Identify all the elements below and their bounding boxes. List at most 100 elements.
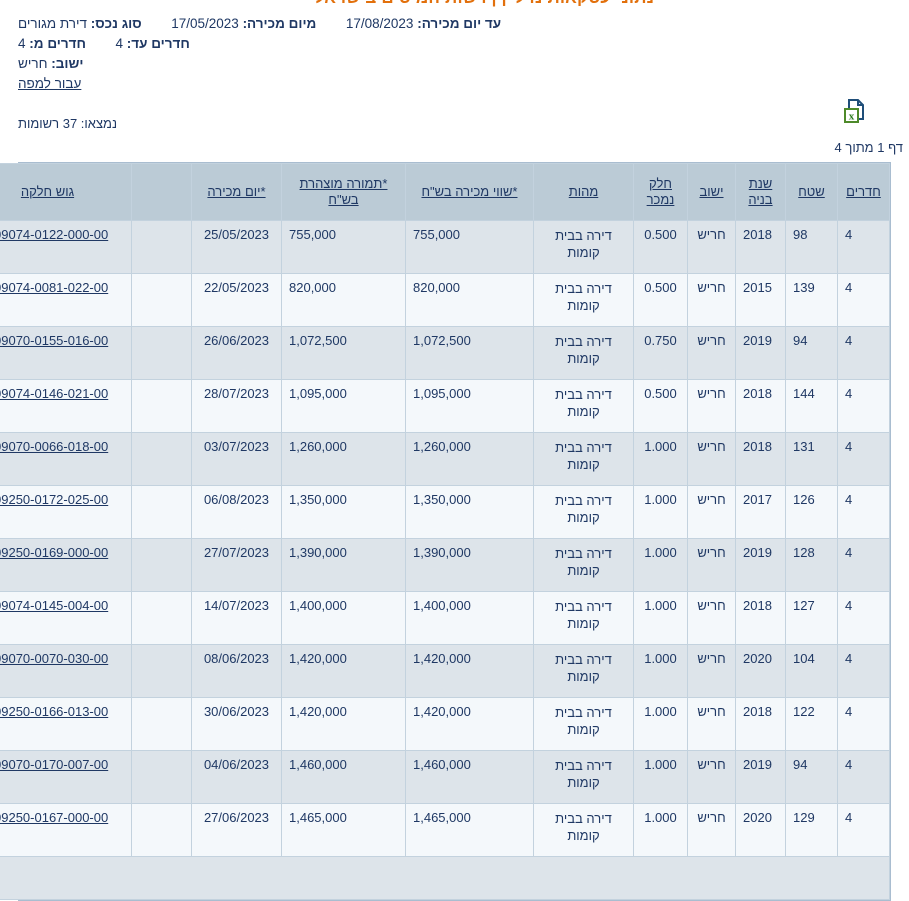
results-table-container: חדרים שטח שנת בניה ישוב חלק נמכר מהות xyxy=(0,162,891,901)
column-header-essence-label[interactable]: מהות xyxy=(568,184,599,199)
cell-rooms: 4 xyxy=(837,379,890,433)
cell-rooms: 4 xyxy=(837,326,890,380)
column-header-declared-consideration-label[interactable]: *תמורה מוצהרת בש"ח xyxy=(299,176,388,207)
cell-sale-value: 1,460,000 xyxy=(405,750,534,804)
block-parcel-link[interactable]: 009070-0066-018-00 xyxy=(0,439,109,454)
cell-build-year: 2017 xyxy=(735,485,786,539)
cell-essence: דירה בבית קומות xyxy=(533,220,634,274)
criteria-line-2: חדרים עד: 4 חדרים מ: 4 xyxy=(18,34,909,54)
cell-sold-part: 1.000 xyxy=(633,432,688,486)
table-row: 4 144 2018 חריש 0.500 דירה בבית קומות 1,095,00… xyxy=(0,379,890,433)
block-parcel-link[interactable]: 009074-0122-000-00 xyxy=(0,227,109,242)
table-row: 4 98 2018 חריש 0.500 דירה בבית קומות 755,000 75… xyxy=(0,220,890,274)
cell-sale-value: 1,350,000 xyxy=(405,485,534,539)
table-row: 4 104 2020 חריש 1.000 דירה בבית קומות 1,420,00… xyxy=(0,644,890,698)
block-parcel-link[interactable]: 009074-0081-022-00 xyxy=(0,280,109,295)
column-header-rooms-label[interactable]: חדרים xyxy=(846,184,881,199)
cell-rooms: 4 xyxy=(837,750,890,804)
cell-sale-value: 1,095,000 xyxy=(405,379,534,433)
cell-declared-consideration: 1,420,000 xyxy=(281,644,406,698)
cell-sale-value: 1,465,000 xyxy=(405,803,534,857)
cell-spacer xyxy=(131,485,192,539)
table-footer: 1234 xyxy=(0,856,890,900)
cell-declared-consideration: 1,390,000 xyxy=(281,538,406,592)
cell-rooms: 4 xyxy=(837,485,890,539)
cell-build-year: 2018 xyxy=(735,432,786,486)
cell-essence: דירה בבית קומות xyxy=(533,485,634,539)
cell-build-year: 2018 xyxy=(735,591,786,645)
block-parcel-link[interactable]: 009070-0155-016-00 xyxy=(0,333,109,348)
criteria-label-sale-date-from: מיום מכירה: xyxy=(242,16,317,31)
criteria-value-rooms-from: 4 xyxy=(18,36,26,51)
cell-build-year: 2018 xyxy=(735,697,786,751)
block-parcel-link[interactable]: 009074-0146-021-00 xyxy=(0,386,109,401)
cell-city: חריש xyxy=(687,697,736,751)
column-header-build-year[interactable]: שנת בניה xyxy=(735,163,786,221)
cell-rooms: 4 xyxy=(837,220,890,274)
cell-essence: דירה בבית קומות xyxy=(533,697,634,751)
cell-sold-part: 1.000 xyxy=(633,538,688,592)
column-header-block-parcel[interactable]: גוש חלקה xyxy=(0,163,132,221)
block-parcel-link[interactable]: 009074-0145-004-00 xyxy=(0,598,109,613)
footer-row: 1234 xyxy=(0,856,890,900)
cell-block-parcel: 009070-0070-030-00 xyxy=(0,644,132,698)
criteria-value-rooms-to: 4 xyxy=(115,36,123,51)
block-parcel-link[interactable]: 009070-0070-030-00 xyxy=(0,651,109,666)
block-parcel-link[interactable]: 009250-0169-000-00 xyxy=(0,545,109,560)
cell-sold-part: 0.500 xyxy=(633,379,688,433)
criteria-label-sale-date-to: עד יום מכירה: xyxy=(417,16,502,31)
cell-area: 144 xyxy=(785,379,838,433)
cell-sale-value: 1,420,000 xyxy=(405,697,534,751)
criteria-value-sale-date-from: 17/05/2023 xyxy=(171,16,239,31)
cell-block-parcel: 009074-0081-022-00 xyxy=(0,273,132,327)
cell-declared-consideration: 1,260,000 xyxy=(281,432,406,486)
column-header-city-label[interactable]: ישוב xyxy=(699,184,724,199)
block-parcel-link[interactable]: 009250-0172-025-00 xyxy=(0,492,109,507)
go-to-map-link[interactable]: עבור למפה xyxy=(18,76,82,91)
excel-export-icon[interactable]: x xyxy=(842,98,868,126)
svg-text:x: x xyxy=(849,111,855,123)
cell-sale-value: 1,072,500 xyxy=(405,326,534,380)
cell-sold-part: 0.750 xyxy=(633,326,688,380)
utility-row: x נמצאו: 37 רשומות xyxy=(0,94,909,140)
column-header-essence[interactable]: מהות xyxy=(533,163,634,221)
column-header-sale-value-label[interactable]: *שווי מכירה בש"ח xyxy=(421,184,518,199)
column-header-sale-date-label[interactable]: *יום מכירה xyxy=(207,184,266,199)
cell-sold-part: 1.000 xyxy=(633,644,688,698)
column-header-sold-part[interactable]: חלק נמכר xyxy=(633,163,688,221)
cell-declared-consideration: 1,095,000 xyxy=(281,379,406,433)
column-header-rooms[interactable]: חדרים xyxy=(837,163,890,221)
cell-city: חריש xyxy=(687,803,736,857)
block-parcel-link[interactable]: 009250-0167-000-00 xyxy=(0,810,109,825)
block-parcel-link[interactable]: 009250-0166-013-00 xyxy=(0,704,109,719)
cell-spacer xyxy=(131,273,192,327)
table-row: 4 139 2015 חריש 0.500 דירה בבית קומות 820,000 8… xyxy=(0,273,890,327)
table-row: 4 129 2020 חריש 1.000 דירה בבית קומות 1,465,00… xyxy=(0,803,890,857)
column-header-sale-value[interactable]: *שווי מכירה בש"ח xyxy=(405,163,534,221)
column-header-sale-date[interactable]: *יום מכירה xyxy=(191,163,282,221)
cell-sale-date: 27/06/2023 xyxy=(191,803,282,857)
cell-city: חריש xyxy=(687,644,736,698)
column-header-build-year-label[interactable]: שנת בניה xyxy=(748,176,773,207)
cell-spacer xyxy=(131,379,192,433)
cell-area: 122 xyxy=(785,697,838,751)
cell-essence: דירה בבית קומות xyxy=(533,591,634,645)
column-header-area-label[interactable]: שטח xyxy=(798,184,825,199)
column-header-city[interactable]: ישוב xyxy=(687,163,736,221)
column-header-area[interactable]: שטח xyxy=(785,163,838,221)
cell-build-year: 2019 xyxy=(735,750,786,804)
cell-essence: דירה בבית קומות xyxy=(533,644,634,698)
table-row: 4 122 2018 חריש 1.000 דירה בבית קומות 1,420,00… xyxy=(0,697,890,751)
column-header-declared-consideration[interactable]: *תמורה מוצהרת בש"ח xyxy=(281,163,406,221)
cell-rooms: 4 xyxy=(837,538,890,592)
block-parcel-link[interactable]: 009070-0170-007-00 xyxy=(0,757,109,772)
column-header-sold-part-label[interactable]: חלק נמכר xyxy=(646,176,675,207)
cell-sale-date: 28/07/2023 xyxy=(191,379,282,433)
cell-sold-part: 1.000 xyxy=(633,591,688,645)
criteria-line-3: ישוב: חריש xyxy=(18,54,909,74)
pagination-cell: 1234 xyxy=(0,856,890,900)
cell-rooms: 4 xyxy=(837,803,890,857)
column-header-block-parcel-label[interactable]: גוש חלקה xyxy=(20,184,75,199)
cell-sale-date: 26/06/2023 xyxy=(191,326,282,380)
cell-declared-consideration: 1,460,000 xyxy=(281,750,406,804)
